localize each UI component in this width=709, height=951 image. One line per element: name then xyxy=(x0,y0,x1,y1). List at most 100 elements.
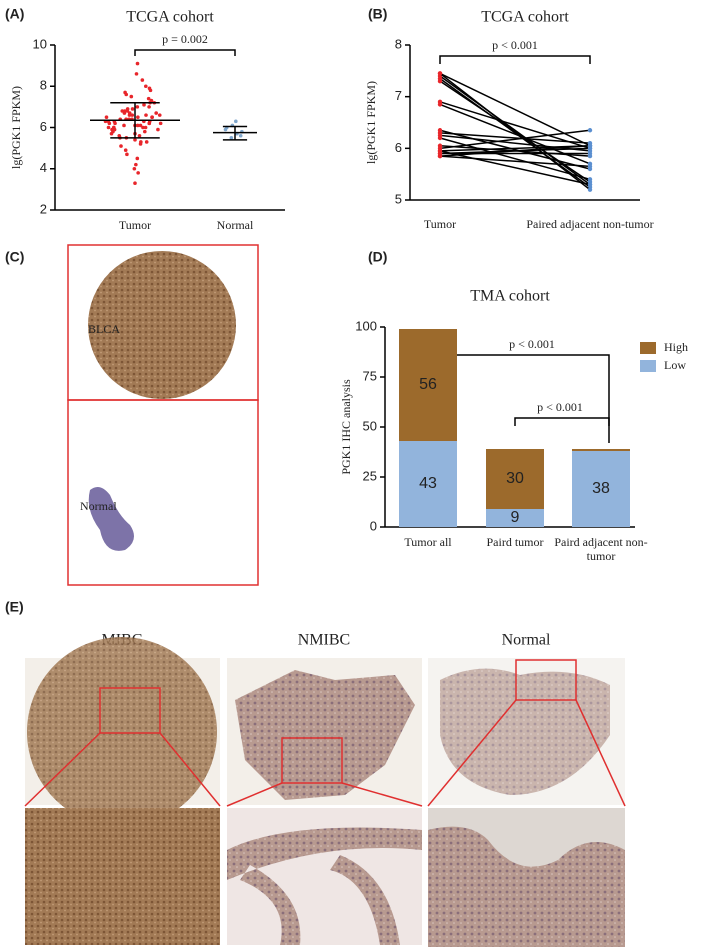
legend-swatch xyxy=(640,360,656,372)
pair-line xyxy=(439,77,591,188)
data-point xyxy=(144,113,148,117)
pair-line xyxy=(439,147,591,155)
column-label: Normal xyxy=(502,632,551,649)
data-point xyxy=(140,78,145,82)
x-tick-label: Tumor all xyxy=(404,535,452,549)
data-point xyxy=(437,71,443,76)
data-point xyxy=(437,128,443,133)
panel-label: (C) xyxy=(5,249,24,265)
bar-segment xyxy=(572,449,630,451)
data-point xyxy=(587,146,593,151)
data-point xyxy=(137,133,142,138)
legend-label: Low xyxy=(664,358,686,372)
y-tick-label: 25 xyxy=(363,468,377,483)
zoom-boxes xyxy=(24,659,626,807)
panel-label: (E) xyxy=(5,599,24,615)
annotation: p < 0.001 xyxy=(492,38,538,52)
x-tick-label: Paired adjacent non-tumor xyxy=(526,217,653,231)
data-point xyxy=(133,181,137,185)
chart-title: TCGA cohort xyxy=(481,9,569,26)
data-point xyxy=(135,105,140,109)
data-point xyxy=(437,78,443,84)
data-point xyxy=(120,109,125,113)
data-point xyxy=(156,127,160,132)
data-point xyxy=(587,187,593,192)
tissue-core xyxy=(88,251,236,399)
data-point xyxy=(119,144,123,148)
data-point xyxy=(149,98,154,103)
data-point xyxy=(125,152,129,157)
data-point xyxy=(154,111,158,115)
pair-line xyxy=(439,134,591,152)
image-frame xyxy=(67,399,259,586)
data-point xyxy=(138,123,143,128)
pair-line xyxy=(439,75,591,186)
y-tick-label: 4 xyxy=(40,160,47,175)
y-tick-label: 0 xyxy=(370,518,377,533)
data-point xyxy=(135,61,140,66)
legend-label: High xyxy=(664,340,688,354)
y-tick-label: 50 xyxy=(363,418,377,433)
data-label: 43 xyxy=(419,475,437,492)
pair-line xyxy=(439,129,591,170)
data-point xyxy=(144,140,149,144)
data-point xyxy=(123,148,128,152)
legend-swatch xyxy=(640,342,656,354)
row-label: Normal xyxy=(80,499,117,513)
data-point xyxy=(122,123,126,128)
data-point xyxy=(143,129,147,134)
data-point xyxy=(229,136,234,140)
data-point xyxy=(147,86,152,91)
data-point xyxy=(130,113,135,117)
column-label: NMIBC xyxy=(298,632,350,649)
pair-line xyxy=(439,129,591,150)
x-tick-label: Normal xyxy=(217,218,254,232)
annotation: p = 0.002 xyxy=(162,32,208,46)
data-point xyxy=(144,84,148,89)
x-tick-label-box: Paird adjacent non-tumor xyxy=(554,535,647,563)
data-point xyxy=(157,113,162,117)
bar-segment xyxy=(572,451,630,527)
data-label: 38 xyxy=(592,480,610,497)
data-point xyxy=(130,107,135,111)
data-point xyxy=(135,123,140,128)
y-tick-label: 8 xyxy=(395,36,402,51)
bar-segment xyxy=(486,449,544,509)
data-point xyxy=(112,127,117,132)
pair-line xyxy=(439,145,591,152)
y-tick-label: 6 xyxy=(40,119,47,134)
x-tick-label: Tumor xyxy=(424,217,456,231)
y-tick-label: 8 xyxy=(40,78,47,93)
x-tick-label: Paird tumor xyxy=(486,535,544,549)
pair-line xyxy=(439,72,591,191)
data-point xyxy=(134,72,139,76)
data-point xyxy=(127,111,132,115)
data-label: 30 xyxy=(506,470,524,487)
data-point xyxy=(587,166,593,172)
y-axis-label: PGK1 IHC analysis xyxy=(339,379,353,475)
data-point xyxy=(158,121,163,126)
data-point xyxy=(587,182,593,187)
annotation: p < 0.001 xyxy=(509,337,555,351)
data-point xyxy=(135,156,140,161)
data-point xyxy=(123,90,127,95)
y-tick-label: 6 xyxy=(395,140,402,155)
data-label: 9 xyxy=(511,509,520,526)
data-point xyxy=(587,153,593,159)
significance-bracket xyxy=(457,354,610,443)
data-point xyxy=(104,115,109,119)
bar-segment xyxy=(399,441,457,527)
data-point xyxy=(146,96,151,101)
y-tick-label: 7 xyxy=(395,88,402,103)
y-tick-label: 100 xyxy=(355,318,377,333)
pair-line xyxy=(439,101,591,150)
data-point xyxy=(136,171,140,175)
x-tick-label: Tumor xyxy=(119,218,151,232)
data-point xyxy=(234,119,238,124)
data-point xyxy=(133,138,137,142)
data-point xyxy=(129,94,134,99)
y-axis-label: lg(PGK1 FPKM) xyxy=(9,86,23,169)
data-point xyxy=(125,107,130,111)
data-point xyxy=(587,128,593,133)
